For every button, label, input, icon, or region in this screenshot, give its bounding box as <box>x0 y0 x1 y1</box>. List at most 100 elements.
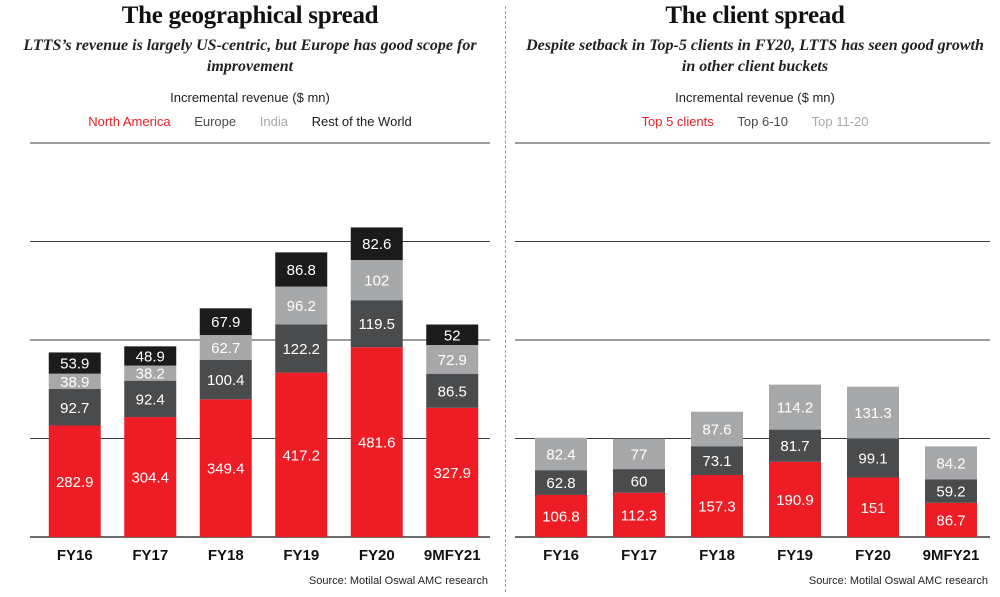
bar-segment <box>535 470 587 495</box>
legend-entry-europe: Europe <box>194 114 237 129</box>
bar-segment <box>124 346 177 366</box>
category-label: FY18 <box>699 547 735 564</box>
data-label: 327.9 <box>433 465 471 482</box>
bar-segment <box>199 359 252 400</box>
data-label: 82.6 <box>362 236 391 253</box>
data-label: 86.8 <box>287 262 316 279</box>
bar-segment <box>691 446 743 476</box>
data-label: 304.4 <box>131 470 169 487</box>
data-label: 99.1 <box>858 450 887 467</box>
data-label: 349.4 <box>207 461 245 478</box>
data-label: 73.1 <box>702 453 731 470</box>
legend: North America Europe India Rest of the W… <box>0 114 500 129</box>
category-label: FY17 <box>621 547 657 564</box>
data-label: 92.4 <box>136 391 165 408</box>
data-label: 62.7 <box>211 340 240 357</box>
bar-segment <box>426 345 479 374</box>
legend-entry-north-america: North America <box>88 114 171 129</box>
legend-entry-top-5: Top 5 clients <box>641 114 714 129</box>
data-label: 62.8 <box>546 475 575 492</box>
bar-segment <box>847 477 899 537</box>
data-label: 106.8 <box>542 508 580 525</box>
category-label: FY17 <box>132 547 168 564</box>
bar-segment <box>426 373 479 408</box>
bar-segment <box>847 386 899 439</box>
bar-segment <box>613 492 665 537</box>
data-label: 119.5 <box>359 316 395 333</box>
bar-segment <box>925 479 977 503</box>
data-label: 157.3 <box>698 499 736 516</box>
client-spread-panel: 106.8 62.8 82.4 FY16 112.3 60 77 FY17 157.3 73.1 8… <box>510 0 1000 597</box>
bar-segment <box>199 335 252 360</box>
data-label: 190.9 <box>776 492 814 509</box>
bar-segment <box>613 469 665 493</box>
data-label: 60 <box>631 473 648 490</box>
legend-entry-top-11-20: Top 11-20 <box>811 114 869 129</box>
legend-entry-rest-of-world: Rest of the World <box>311 114 412 129</box>
data-label: 38.2 <box>136 366 165 383</box>
bar-segment <box>426 324 479 346</box>
data-label: 96.2 <box>287 298 316 315</box>
bar-segment <box>275 286 328 325</box>
data-label: 84.2 <box>936 455 965 472</box>
category-label: FY18 <box>208 547 244 564</box>
bar-segment <box>275 372 328 537</box>
bar-segment <box>691 411 743 447</box>
data-label: 87.6 <box>702 421 731 438</box>
data-label: 67.9 <box>211 314 240 331</box>
data-label: 100.4 <box>207 372 245 389</box>
data-label: 86.7 <box>936 512 965 529</box>
bar-segment <box>124 365 177 381</box>
bar-segment <box>48 389 101 426</box>
bar-segment <box>769 461 821 537</box>
bar-segment <box>613 438 665 470</box>
data-label: 122.2 <box>282 341 320 358</box>
category-label: FY20 <box>359 547 395 564</box>
source-note: Source: Motilal Oswal AMC research <box>808 575 988 587</box>
data-label: 114.2 <box>777 400 813 417</box>
data-label: 282.9 <box>56 474 94 491</box>
data-label: 92.7 <box>60 400 89 417</box>
category-label: FY19 <box>283 547 319 564</box>
category-label: FY19 <box>777 547 813 564</box>
data-label: 38.9 <box>60 374 89 391</box>
geographical-spread-panel: 282.9 92.7 38.9 53.9 FY16 304.4 92.4 38.2 48.9 FY… <box>0 2 500 587</box>
data-label: 53.9 <box>60 356 89 373</box>
bar-segment <box>199 399 252 537</box>
data-label: 112.3 <box>621 507 657 524</box>
legend-entry-top-6-10: Top 6-10 <box>737 114 788 129</box>
data-label: 151 <box>860 500 885 517</box>
bar-segment <box>847 438 899 478</box>
bar-segment <box>124 417 177 537</box>
geographical-spread-chart: 282.9 92.7 38.953.9 FY16 304.4 92.4 38.248.9 FY… <box>30 142 490 564</box>
category-label: FY20 <box>855 547 891 564</box>
category-label: FY16 <box>57 547 93 564</box>
data-label: 59.2 <box>936 484 965 501</box>
legend: Top 5 clients Top 6-10 Top 11-20 <box>510 114 1000 129</box>
bar-segment <box>48 373 101 390</box>
bar-segment <box>350 259 403 301</box>
bar-segment <box>48 352 101 374</box>
data-label: 86.5 <box>438 383 467 400</box>
data-label: 481.6 <box>358 435 396 452</box>
data-label: 82.4 <box>546 446 575 463</box>
legend-entry-india: India <box>259 114 288 129</box>
panel-divider <box>505 6 506 592</box>
bar-segment <box>275 252 328 287</box>
category-label: 9MFY21 <box>424 547 481 564</box>
y-axis-label: Incremental revenue ($ mn) <box>675 90 835 105</box>
bar-segment <box>48 425 101 537</box>
data-label: 72.9 <box>438 352 467 369</box>
bar-segment <box>350 300 403 348</box>
bar-segment <box>769 429 821 462</box>
client-spread-chart: 106.8 62.8 82.4 FY16 112.3 60 77 FY17 157.3 73.1 8… <box>515 142 990 564</box>
bar-segment <box>535 437 587 471</box>
bar-segment <box>925 502 977 537</box>
category-label: 9MFY21 <box>923 547 980 564</box>
bar-segment <box>199 308 252 336</box>
bar-segment <box>426 407 479 537</box>
data-label: 77 <box>631 446 648 463</box>
bar-segment <box>275 324 328 373</box>
data-label: 102 <box>364 273 389 290</box>
data-label: 131.3 <box>854 405 892 422</box>
